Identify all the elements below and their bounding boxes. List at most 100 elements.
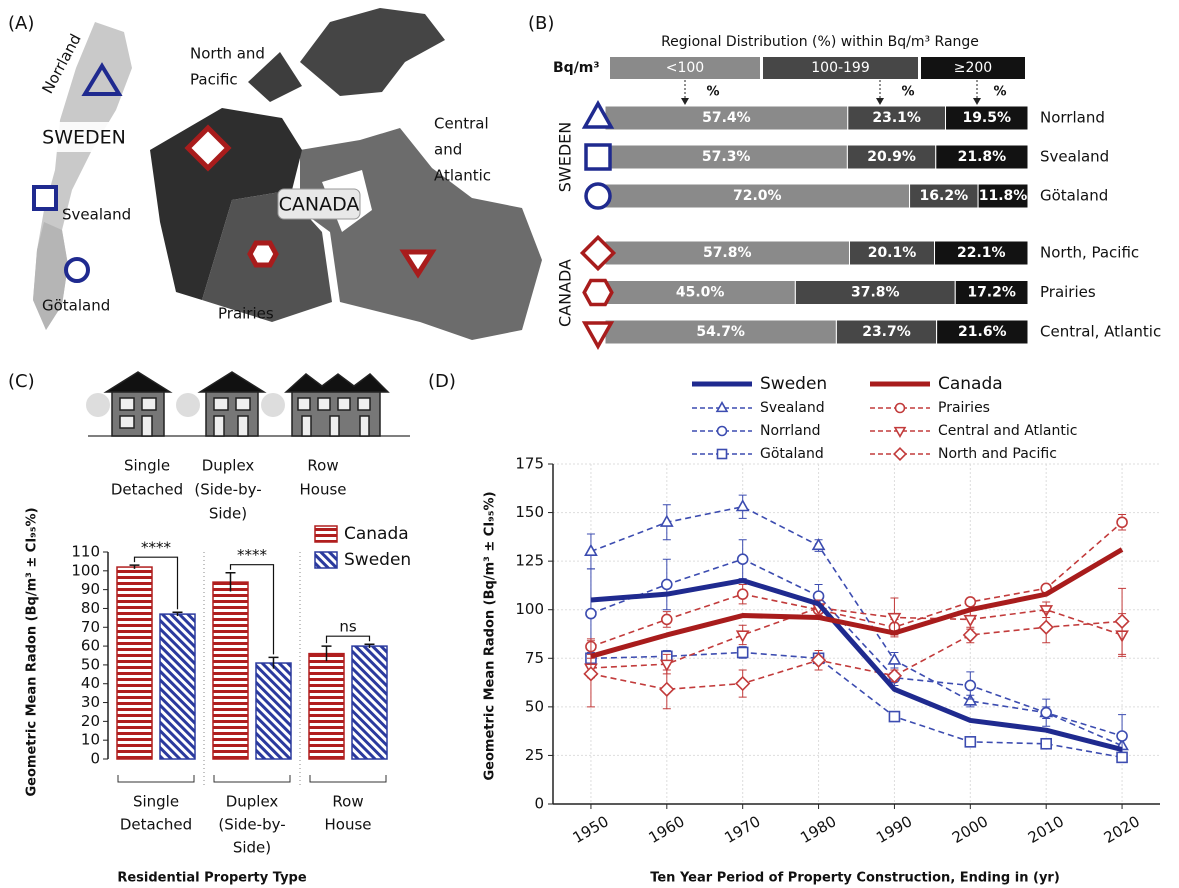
x-tick-label: 1950	[570, 812, 612, 847]
legend-label: Canada	[938, 374, 1003, 394]
y-tick-label: 110	[71, 543, 100, 561]
legend-label: Svealand	[760, 400, 825, 416]
bar-segment	[794, 280, 956, 305]
label-box	[277, 188, 361, 220]
significance-bracket	[229, 564, 275, 655]
bar	[351, 645, 388, 760]
point	[659, 514, 674, 527]
y-axis-label: Geometric Mean Radon (Bq/m³ ± CI₉₅%)	[483, 491, 498, 780]
category-label: Norrland	[1040, 109, 1105, 127]
house-label: Row	[307, 457, 338, 475]
series-line	[590, 558, 1123, 737]
region-label: and	[434, 141, 462, 159]
range-header	[610, 57, 760, 79]
bar	[116, 566, 153, 760]
y-tick-label: 75	[525, 649, 544, 667]
house-label: Detached	[111, 481, 183, 499]
legend-label: Central and Atlantic	[938, 423, 1077, 439]
value-label: 37.8%	[851, 285, 900, 301]
region-label: Atlantic	[434, 167, 491, 185]
bar-segment	[977, 183, 1029, 209]
region-label: Prairies	[218, 305, 274, 323]
legend-marker	[716, 448, 728, 460]
value-label: 45.0%	[676, 285, 725, 301]
arrow-head	[876, 98, 884, 105]
y-tick-label: 50	[525, 697, 544, 715]
point	[661, 613, 673, 626]
significance-label: ****	[237, 546, 268, 564]
y-tick-label: 10	[81, 731, 100, 749]
region-label: Svealand	[62, 206, 131, 224]
y-tick-label: 125	[515, 552, 544, 570]
bar-segment	[934, 240, 1029, 266]
category-bracket	[309, 775, 387, 783]
x-tick-label: Single	[133, 793, 179, 811]
legend-marker	[894, 402, 906, 414]
legend-label: Sweden	[760, 374, 827, 394]
house-label: (Side-by-	[194, 481, 261, 499]
point	[736, 646, 749, 659]
legend-label: Canada	[344, 524, 409, 544]
region-icon	[32, 185, 58, 211]
panel-label: (C)	[8, 371, 35, 392]
x-tick-label: Duplex	[226, 793, 279, 811]
value-label: 19.5%	[962, 110, 1011, 126]
range-label: Bq/m³	[553, 60, 600, 76]
region-icon	[184, 124, 232, 172]
y-tick-label: 100	[71, 561, 100, 579]
point	[962, 627, 978, 643]
x-tick-label: 2000	[949, 812, 991, 847]
label-box	[32, 122, 136, 152]
series-line	[590, 606, 1123, 669]
legend-label: North and Pacific	[938, 446, 1057, 462]
y-tick-label: 30	[81, 693, 100, 711]
y-tick-label: 60	[81, 637, 100, 655]
point	[1116, 516, 1128, 529]
panel-label: (A)	[8, 13, 34, 34]
legend-marker	[893, 426, 907, 439]
category-bracket	[117, 775, 195, 783]
point	[1039, 605, 1054, 618]
legend-marker	[715, 400, 729, 413]
point	[659, 681, 675, 698]
canada-west	[150, 108, 302, 300]
error-bar	[129, 564, 140, 569]
region-label: Pacific	[190, 71, 238, 89]
legend-label: Prairies	[938, 400, 990, 416]
x-tick-label: Detached	[120, 816, 192, 834]
value-label: 22.1%	[957, 245, 1006, 261]
region-icon	[64, 257, 90, 283]
x-tick-label: (Side-by-	[218, 816, 285, 834]
bar	[255, 662, 292, 760]
point	[661, 578, 673, 591]
y-tick-label: 0	[90, 750, 100, 768]
y-tick-label: 175	[515, 455, 544, 473]
bar-segment	[945, 105, 1029, 131]
point	[735, 630, 750, 643]
point	[736, 588, 749, 600]
value-label: 16.2%	[920, 188, 969, 204]
category-label: Prairies	[1040, 283, 1096, 301]
y-tick-label: 20	[81, 712, 100, 730]
category-label: North, Pacific	[1040, 244, 1139, 262]
region-label: Götaland	[42, 297, 110, 315]
legend-marker	[893, 447, 907, 461]
category-bracket	[213, 775, 291, 783]
x-tick-label: 1990	[873, 812, 915, 847]
significance-bracket	[133, 556, 179, 610]
legend-label: ≥200	[954, 60, 992, 76]
house-label: Side)	[209, 505, 247, 523]
unit-label: %	[993, 85, 1006, 100]
bar-segment	[909, 183, 979, 209]
region-icon	[579, 234, 617, 272]
house-label: Single	[124, 457, 170, 475]
point	[964, 679, 977, 692]
legend-swatch	[314, 551, 338, 569]
y-tick-label: 40	[81, 674, 100, 692]
point	[811, 537, 826, 551]
legend-label: Norrland	[760, 423, 821, 439]
series-line	[590, 521, 1123, 648]
series-line	[590, 547, 1124, 659]
group-label: CANADA	[556, 259, 575, 327]
